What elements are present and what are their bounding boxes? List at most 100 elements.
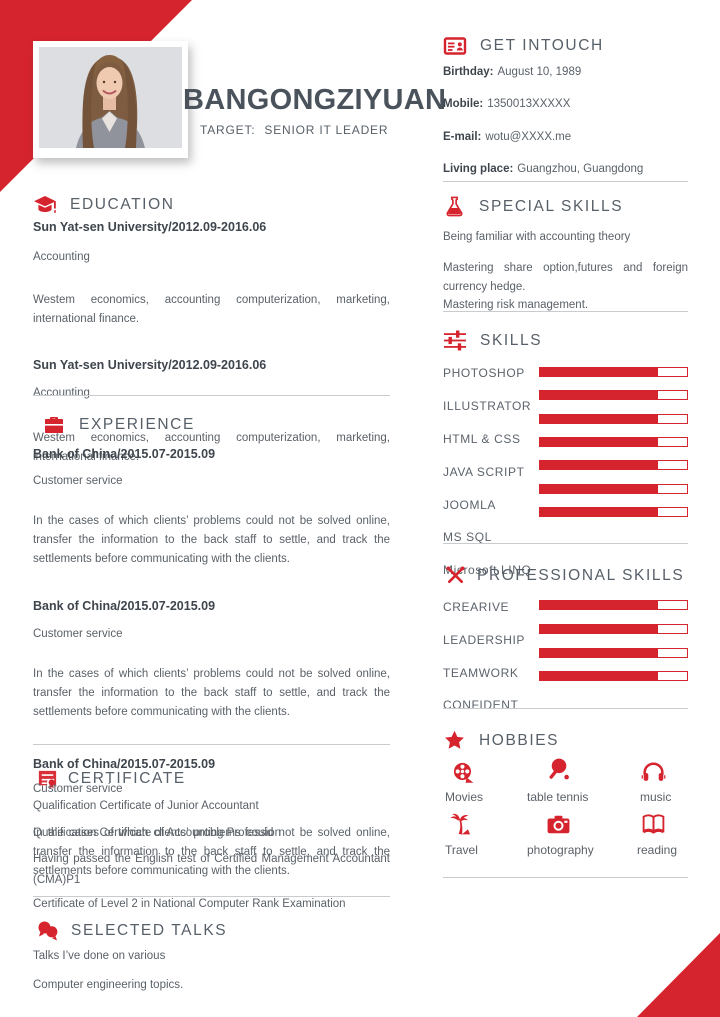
certificate-item: Qualification Certificate of Junior Acco… — [33, 800, 259, 812]
section-title: GET INTOUCH — [480, 37, 604, 54]
skill-bar — [539, 437, 688, 447]
talks-line: Computer engineering topics. — [33, 979, 184, 991]
contact-item: Mobile: 1350013XXXXX — [443, 98, 570, 110]
hobby-label: Travel — [445, 843, 478, 857]
skill-bar — [539, 484, 688, 494]
special-skill-line: Mastering share option,futures and forei… — [443, 262, 688, 293]
professional-skill-bar — [539, 600, 688, 610]
skill-bar — [539, 390, 688, 400]
education-major: Accounting — [33, 387, 90, 399]
target-value: SENIOR IT LEADER — [264, 123, 389, 137]
skill-label: HTML & CSS — [443, 432, 521, 446]
divider — [443, 543, 688, 544]
profile-photo — [33, 41, 188, 158]
experience-company: Bank of China/2015.07-2015.09 — [33, 599, 216, 613]
contact-value: 1350013XXXXX — [487, 98, 571, 110]
experience-company: Bank of China/2015.07-2015.09 — [33, 447, 216, 461]
camera-icon — [546, 812, 571, 837]
skill-bar — [539, 460, 688, 470]
contact-value: Guangzhou, Guangdong — [517, 163, 644, 175]
experience-description: In the cases of which clients’ problems … — [33, 515, 390, 565]
skill-bar-fill — [540, 672, 658, 680]
candidate-name: BANGONGZIYUAN — [183, 84, 447, 116]
education-school: Sun Yat-sen University/2012.09-2016.06 — [33, 220, 267, 234]
skill-bar-fill — [540, 461, 658, 469]
certificate-icon — [36, 767, 59, 790]
contact-label: Birthday: — [443, 66, 494, 78]
skill-label: JOOMLA — [443, 498, 496, 512]
sliders-icon — [443, 330, 467, 351]
section-title: SPECIAL SKILLS — [479, 197, 624, 215]
target-line: TARGET: SENIOR IT LEADER — [200, 123, 388, 137]
skill-bar-fill — [540, 508, 658, 516]
experience-company: Bank of China/2015.07-2015.09 — [33, 757, 216, 771]
overlapping-education-description: Westem economics, accounting computeriza… — [33, 432, 390, 463]
hobby-label: table tennis — [527, 790, 589, 804]
skill-bar — [539, 507, 688, 517]
section-title: SELECTED TALKS — [71, 922, 228, 939]
section-title: EXPERIENCE — [79, 416, 195, 433]
section-get-intouch: GET INTOUCH — [443, 34, 604, 58]
skill-label: PHOTOSHOP — [443, 366, 525, 380]
id-card-icon — [443, 34, 467, 58]
section-title: SKILLS — [480, 331, 543, 349]
overlapping-experience-description: In the cases of which clients’ problems … — [33, 827, 390, 877]
section-education: EDUCATION — [33, 193, 175, 217]
education-major: Accounting — [33, 251, 90, 263]
contact-item: Birthday: August 10, 1989 — [443, 66, 581, 78]
film-reel-icon — [451, 760, 476, 785]
experience-description: In the cases of which clients’ problems … — [33, 668, 390, 718]
certificate-item: Having passed the English test of Certif… — [33, 853, 390, 886]
divider — [33, 744, 390, 745]
experience-role: Customer service — [33, 475, 123, 487]
flask-icon — [443, 195, 466, 218]
experience-role: Customer service — [33, 628, 123, 640]
portrait-illustration — [39, 47, 182, 148]
section-experience: EXPERIENCE — [42, 413, 195, 437]
section-hobbies: HOBBIES — [443, 729, 559, 752]
hobby-label: reading — [637, 843, 678, 857]
special-skill-line: Being familiar with accounting theory — [443, 231, 631, 243]
professional-skill-label: TEAMWORK — [443, 666, 519, 680]
education-school: Sun Yat-sen University/2012.09-2016.06 — [33, 358, 267, 372]
divider — [443, 877, 688, 878]
skill-bar — [539, 414, 688, 424]
professional-skill-label: CONFIDENT — [443, 698, 519, 712]
professional-skill-bar — [539, 671, 688, 681]
professional-skill-bar — [539, 624, 688, 634]
briefcase-icon — [42, 413, 66, 437]
certificate-item: Qualification Certificate of Accounting … — [33, 827, 282, 839]
star-icon — [443, 729, 466, 752]
divider — [443, 708, 688, 709]
open-book-icon — [641, 812, 666, 837]
chat-bubbles-icon — [36, 919, 60, 943]
certificate-item: Certificate of Level 2 in National Compu… — [33, 898, 346, 910]
section-title: CERTIFICATE — [68, 769, 186, 787]
section-certificate: CERTIFICATE — [36, 767, 186, 790]
headphones-icon — [641, 759, 666, 784]
section-title: PROFESSIONAL SKILLS — [477, 566, 685, 584]
professional-skill-bar — [539, 648, 688, 658]
skill-bar-fill — [540, 649, 658, 657]
contact-value: August 10, 1989 — [497, 66, 582, 78]
contact-label: Mobile: — [443, 98, 484, 110]
section-title: EDUCATION — [70, 196, 175, 213]
skill-label: JAVA SCRIPT — [443, 465, 525, 479]
section-professional-skills: PROFESSIONAL SKILLS — [444, 564, 684, 587]
skill-bar-fill — [540, 485, 658, 493]
divider — [33, 395, 390, 396]
skill-label: Microsoft LINQ — [443, 563, 532, 577]
skill-bar — [539, 367, 688, 377]
section-selected-talks: SELECTED TALKS — [36, 919, 227, 943]
section-skills: SKILLS — [443, 330, 542, 351]
professional-skill-label: CREARIVE — [443, 600, 510, 614]
skill-bar-fill — [540, 625, 658, 633]
divider — [33, 896, 390, 897]
skill-label: ILLUSTRATOR — [443, 399, 532, 413]
section-special-skills: SPECIAL SKILLS — [443, 195, 623, 218]
skill-label: MS SQL — [443, 530, 492, 544]
graduation-cap-icon — [33, 193, 57, 217]
education-description: Westem economics, accounting computeriza… — [33, 294, 390, 325]
table-tennis-icon — [546, 757, 571, 782]
